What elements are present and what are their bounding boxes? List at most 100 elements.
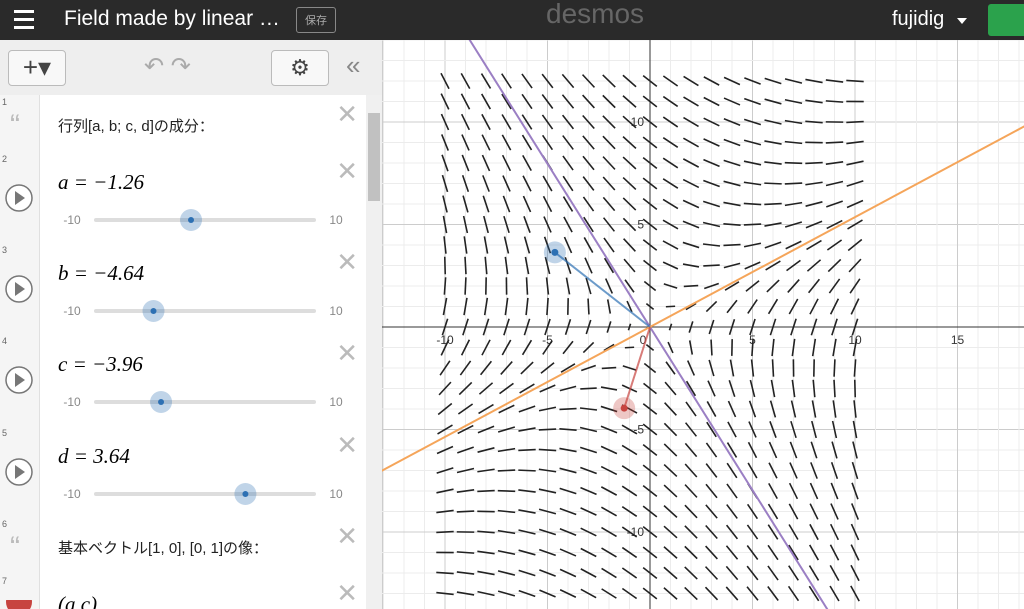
- field-segment: [456, 551, 475, 554]
- field-segment: [482, 195, 490, 213]
- field-segment: [540, 362, 555, 374]
- field-segment: [808, 565, 820, 581]
- drive-button[interactable]: [988, 4, 1024, 36]
- field-segment: [561, 114, 575, 130]
- field-segment: [851, 482, 859, 500]
- field-segment: [602, 196, 616, 212]
- field-segment: [622, 197, 637, 211]
- field-segment: [501, 114, 512, 130]
- field-segment: [682, 220, 700, 229]
- field-segment: [686, 360, 696, 376]
- field-segment: [582, 94, 595, 109]
- field-segment: [642, 95, 658, 108]
- collapse-button[interactable]: «: [346, 50, 361, 80]
- field-segment: [621, 567, 638, 579]
- field-segment: [682, 199, 700, 209]
- field-segment: [501, 154, 512, 172]
- field-segment: [724, 281, 740, 291]
- field-segment: [788, 298, 799, 315]
- field-segment: [559, 588, 577, 599]
- field-segment: [682, 241, 700, 249]
- slider: -10 10: [63, 209, 343, 231]
- field-segment: [502, 175, 511, 192]
- field-segment: [846, 79, 864, 83]
- field-segment: [805, 78, 823, 84]
- field-segment: [562, 135, 574, 150]
- field-segment: [704, 586, 719, 601]
- field-segment: [544, 256, 551, 275]
- field-segment: [456, 510, 475, 513]
- play-triangle: [15, 282, 25, 296]
- field-segment: [827, 258, 842, 273]
- slider: -10 10: [63, 391, 343, 413]
- field-segment: [482, 175, 490, 192]
- field-segment: [723, 76, 741, 86]
- graph-title[interactable]: Field made by linear …: [64, 7, 280, 30]
- graph[interactable]: -10-5051015105-5-10: [382, 40, 1024, 609]
- field-segment: [580, 527, 597, 537]
- menu-icon[interactable]: [12, 0, 42, 40]
- note-icon: “: [10, 109, 20, 142]
- field-segment: [710, 339, 713, 356]
- field-segment: [663, 587, 678, 600]
- field-segment: [829, 585, 840, 602]
- field-segment: [825, 100, 844, 103]
- field-segment: [788, 544, 799, 561]
- field-segment: [501, 134, 512, 151]
- slider-min: -10: [63, 304, 81, 318]
- undo-redo[interactable]: ↶ ↷: [144, 53, 191, 80]
- field-segment: [642, 484, 658, 498]
- field-segment: [767, 586, 779, 601]
- play-triangle: [15, 373, 25, 387]
- field-segment: [457, 446, 474, 454]
- field-segment: [744, 97, 761, 106]
- field-segment: [483, 236, 489, 254]
- basis-vector: [554, 251, 651, 328]
- row-icon: [5, 366, 33, 394]
- field-segment: [602, 135, 616, 150]
- field-segment: [663, 422, 678, 437]
- field-segment: [791, 338, 796, 357]
- field-segment: [850, 298, 860, 315]
- slider-equation: c = −3.96: [58, 352, 143, 376]
- expression-row: 2 ✕ a = −1.26 -10 10: [0, 152, 366, 244]
- field-segment: [559, 487, 577, 495]
- field-segment: [788, 565, 799, 581]
- field-segment: [703, 158, 720, 168]
- field-segment: [723, 243, 741, 247]
- field-segment: [522, 175, 532, 192]
- field-segment: [853, 400, 857, 418]
- field-segment: [538, 406, 557, 412]
- field-segment: [851, 461, 859, 480]
- field-segment: [582, 135, 595, 150]
- field-segment: [545, 277, 550, 295]
- field-segment: [702, 243, 721, 247]
- slider-min: -10: [63, 487, 81, 501]
- field-segment: [743, 118, 762, 126]
- save-button[interactable]: 保存: [296, 7, 336, 33]
- settings-button[interactable]: ⚙: [271, 50, 329, 86]
- field-segment: [521, 134, 533, 151]
- point-icon: [6, 600, 32, 609]
- field-segment: [830, 482, 839, 500]
- expression-row: 3 ✕ b = −4.64 -10 10: [0, 243, 366, 335]
- user-menu[interactable]: fujidig: [892, 8, 945, 30]
- field-segment: [767, 503, 779, 520]
- field-segment: [809, 503, 819, 520]
- field-segment: [441, 134, 449, 151]
- field-segment: [663, 283, 678, 289]
- field-segment: [784, 182, 803, 185]
- field-segment: [723, 262, 741, 269]
- field-segment: [477, 550, 495, 555]
- field-segment: [643, 362, 657, 374]
- field-segment: [810, 441, 818, 459]
- field-segment: [726, 299, 738, 314]
- field-segment: [600, 386, 618, 391]
- slider-handle: [242, 491, 249, 497]
- field-segment: [542, 340, 553, 355]
- field-segment: [685, 401, 697, 417]
- add-button[interactable]: +▾: [8, 50, 66, 86]
- field-segment: [685, 302, 697, 311]
- field-segment: [809, 298, 819, 315]
